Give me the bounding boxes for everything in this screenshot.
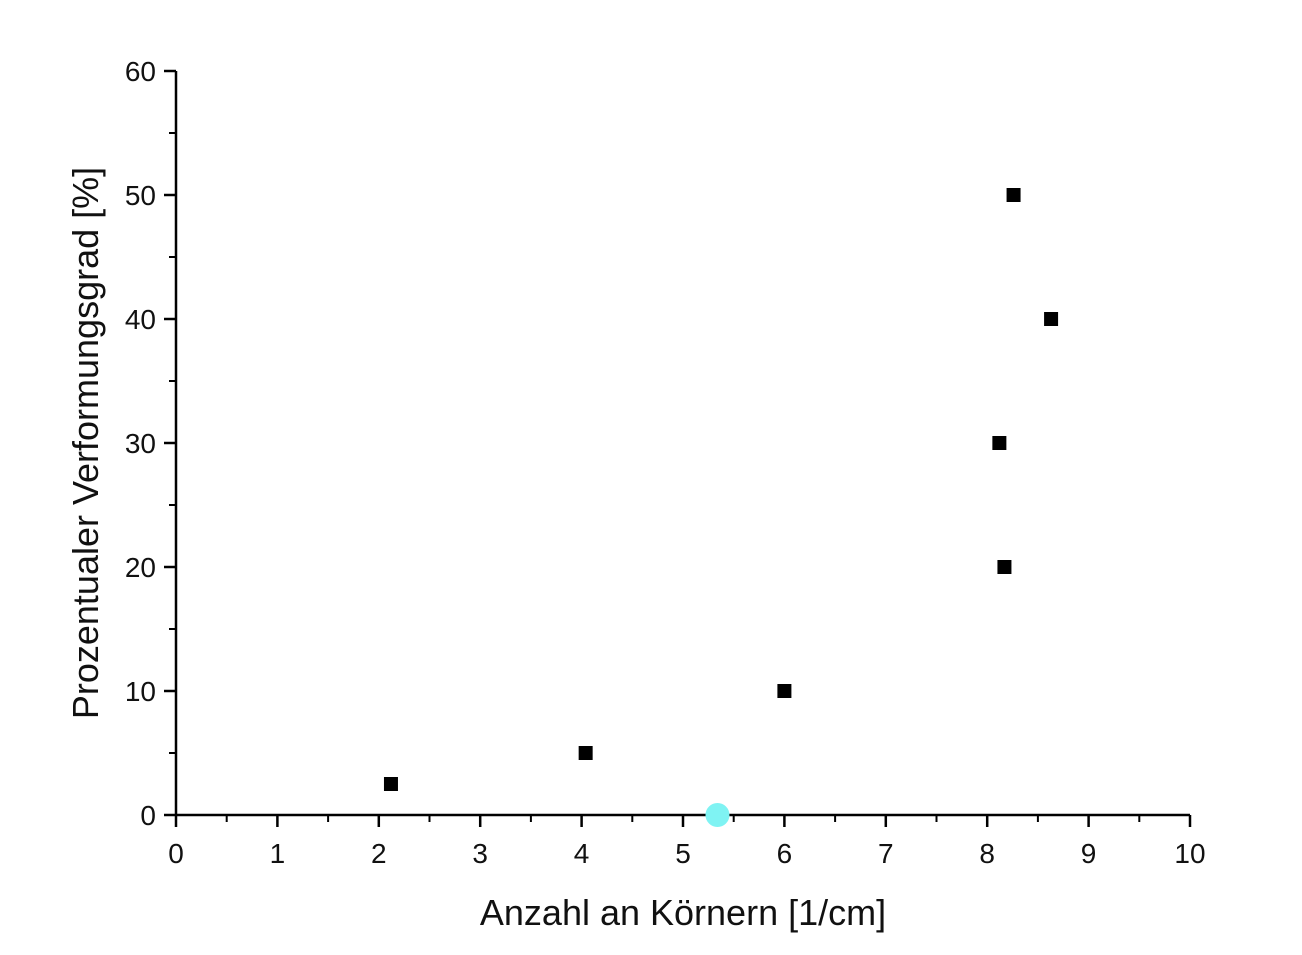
highlight-point xyxy=(705,803,730,827)
x-tick-label: 4 xyxy=(574,838,590,869)
x-tick-label: 0 xyxy=(168,838,184,869)
data-point xyxy=(997,560,1012,574)
y-tick-label: 30 xyxy=(125,428,156,459)
x-tick-label: 9 xyxy=(1081,838,1097,869)
y-tick-label: 40 xyxy=(125,304,156,335)
x-axis-title: Anzahl an Körnern [1/cm] xyxy=(480,892,886,933)
y-tick-label: 10 xyxy=(125,676,156,707)
x-tick-label: 5 xyxy=(675,838,691,869)
data-points xyxy=(383,188,1059,827)
x-tick-label: 7 xyxy=(878,838,894,869)
y-ticks: 0 10 20 30 40 50 60 xyxy=(125,56,176,831)
y-axis-title: Prozentualer Verformungsgrad [%] xyxy=(65,167,106,719)
data-point xyxy=(578,746,593,760)
data-point xyxy=(383,777,398,791)
x-tick-label: 8 xyxy=(979,838,995,869)
y-tick-label: 50 xyxy=(125,180,156,211)
y-tick-label: 60 xyxy=(125,56,156,87)
data-point xyxy=(777,684,792,698)
x-tick-label: 3 xyxy=(472,838,488,869)
axes xyxy=(174,71,1190,817)
data-point xyxy=(1006,188,1021,202)
data-point xyxy=(1044,312,1059,326)
x-tick-label: 1 xyxy=(270,838,286,869)
x-tick-label: 10 xyxy=(1174,838,1205,869)
x-tick-label: 2 xyxy=(371,838,387,869)
data-point xyxy=(992,436,1007,450)
x-ticks: 0 1 2 3 4 5 6 7 8 9 10 xyxy=(168,815,1206,869)
y-tick-label: 0 xyxy=(140,800,156,831)
x-tick-label: 6 xyxy=(777,838,793,869)
y-tick-label: 20 xyxy=(125,552,156,583)
